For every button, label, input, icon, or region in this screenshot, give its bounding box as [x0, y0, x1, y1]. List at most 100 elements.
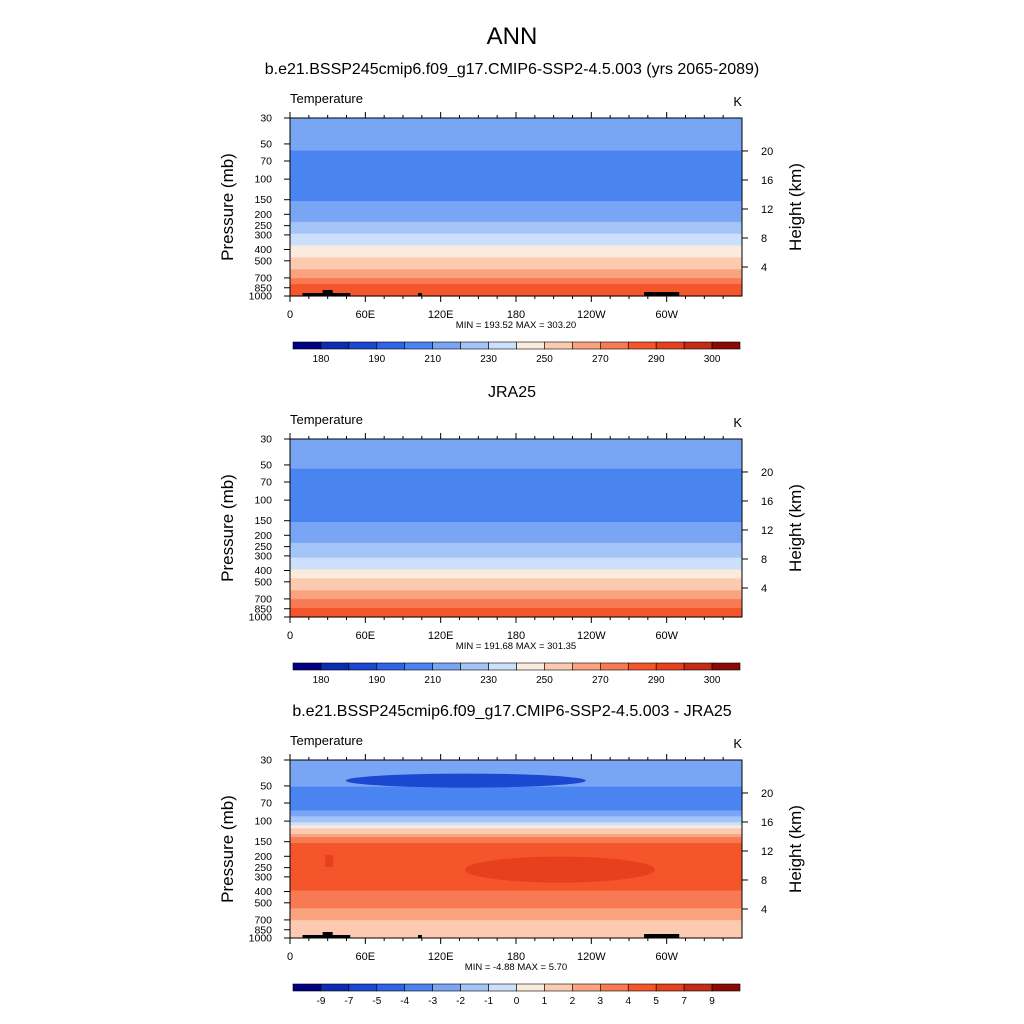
chart-panel-2: JRA25 Temperature K 0 60E 120E 180 120W 60W 30 50 7…	[218, 384, 805, 686]
min-max-label: MIN = 193.52 MAX = 303.20	[456, 320, 576, 331]
colorbar: 180 190 210 230 250 270 290 300	[292, 662, 741, 686]
contour-band	[290, 905, 742, 909]
contour-band	[290, 272, 742, 276]
land-mask-block	[322, 290, 333, 296]
colorbar-label: 7	[681, 996, 687, 1007]
contour-band	[290, 501, 742, 505]
colorbar-label: 270	[592, 675, 609, 686]
contour-band	[290, 593, 742, 597]
y-tick-label: 100	[254, 495, 272, 507]
contour-band	[290, 525, 742, 529]
colorbar-swatch	[292, 341, 322, 350]
colorbar-swatch	[432, 662, 461, 671]
contour-band	[290, 177, 742, 181]
y-tick-label: 300	[254, 871, 272, 883]
y-axis-title: Pressure (mb)	[218, 795, 237, 903]
contour-band	[290, 792, 742, 797]
y-tick-label: 50	[260, 459, 272, 471]
y-tick-label: 70	[260, 798, 272, 810]
contour-band	[290, 212, 742, 217]
contour-band	[290, 608, 742, 612]
variable-label: Temperature	[290, 91, 363, 106]
colorbar-swatch	[627, 983, 657, 992]
x-tick-label: 0	[287, 630, 293, 642]
colorbar-label: 4	[625, 996, 631, 1007]
contour-band	[290, 560, 742, 565]
contour-band	[290, 825, 742, 829]
contour-band	[290, 441, 742, 446]
colorbar-swatch	[376, 662, 406, 671]
contour-band	[290, 551, 742, 556]
y2-tick-label: 4	[761, 904, 767, 916]
contour-band	[290, 141, 742, 146]
x-tick-label: 120W	[577, 309, 606, 321]
contour-band	[290, 263, 742, 267]
colorbar-swatch	[292, 662, 322, 671]
contour-band	[290, 287, 742, 291]
colorbar-swatch	[432, 983, 461, 992]
contour-band	[290, 846, 742, 850]
contour-band	[290, 881, 742, 886]
contour-band	[290, 248, 742, 253]
colorbar-swatch	[348, 983, 378, 992]
y-tick-label: 250	[254, 220, 272, 232]
colorbar-swatch	[488, 983, 517, 992]
contour-band	[290, 293, 742, 297]
x-tick-label: 60E	[356, 951, 376, 963]
contour-band	[290, 132, 742, 137]
contour-band	[290, 896, 742, 901]
y-tick-label: 850	[254, 924, 272, 936]
colorbar-swatch	[683, 341, 713, 350]
colorbar-swatch	[292, 983, 322, 992]
colorbar-label: 270	[592, 354, 609, 365]
colorbar-label: 2	[570, 996, 576, 1007]
colorbar-label: 210	[424, 354, 441, 365]
contour-band	[290, 189, 742, 193]
contour-band	[290, 819, 742, 823]
contour-band	[290, 828, 742, 832]
contour-band	[290, 843, 742, 847]
land-mask-block	[418, 293, 422, 296]
contour-band	[290, 123, 742, 128]
panel-title: b.e21.BSSP245cmip6.f09_g17.CMIP6-SSP2-4.…	[265, 61, 760, 78]
contour-band	[290, 453, 742, 458]
contour-band	[290, 489, 742, 493]
y-tick-label: 850	[254, 282, 272, 294]
contour-band	[290, 923, 742, 927]
contour-band	[290, 932, 742, 936]
contour-band	[290, 239, 742, 244]
land-mask-block	[322, 932, 333, 938]
contour-band	[290, 548, 742, 553]
colorbar-swatch	[544, 662, 573, 671]
contour-band	[290, 465, 742, 470]
y-tick-label: 400	[254, 244, 272, 256]
contour-band	[290, 456, 742, 461]
colorbar-swatch	[376, 341, 406, 350]
x-tick-label: 120E	[428, 630, 454, 642]
contour-band	[290, 504, 742, 508]
colorbar-label: 250	[536, 675, 553, 686]
x-tick-label: 60W	[655, 951, 678, 963]
y-tick-label: 30	[260, 755, 272, 767]
contour-band	[290, 207, 742, 211]
units-label: K	[733, 94, 742, 109]
units-label: K	[733, 736, 742, 751]
x-tick-label: 120W	[577, 630, 606, 642]
contour-band	[290, 530, 742, 535]
contour-band	[290, 884, 742, 889]
contour-band	[290, 890, 742, 895]
contour-band	[290, 165, 742, 170]
contour-band	[290, 275, 742, 279]
y-tick-label: 500	[254, 897, 272, 909]
colorbar-label: 300	[704, 354, 721, 365]
contour-band	[290, 159, 742, 164]
y-tick-label: 200	[254, 851, 272, 863]
contour-band	[290, 798, 742, 803]
contour-band	[290, 147, 742, 152]
colorbar-swatch	[376, 983, 406, 992]
colorbar-label: -3	[428, 996, 437, 1007]
colorbar-swatch	[516, 662, 545, 671]
contour-band	[290, 236, 742, 241]
colorbar-swatch	[516, 983, 545, 992]
